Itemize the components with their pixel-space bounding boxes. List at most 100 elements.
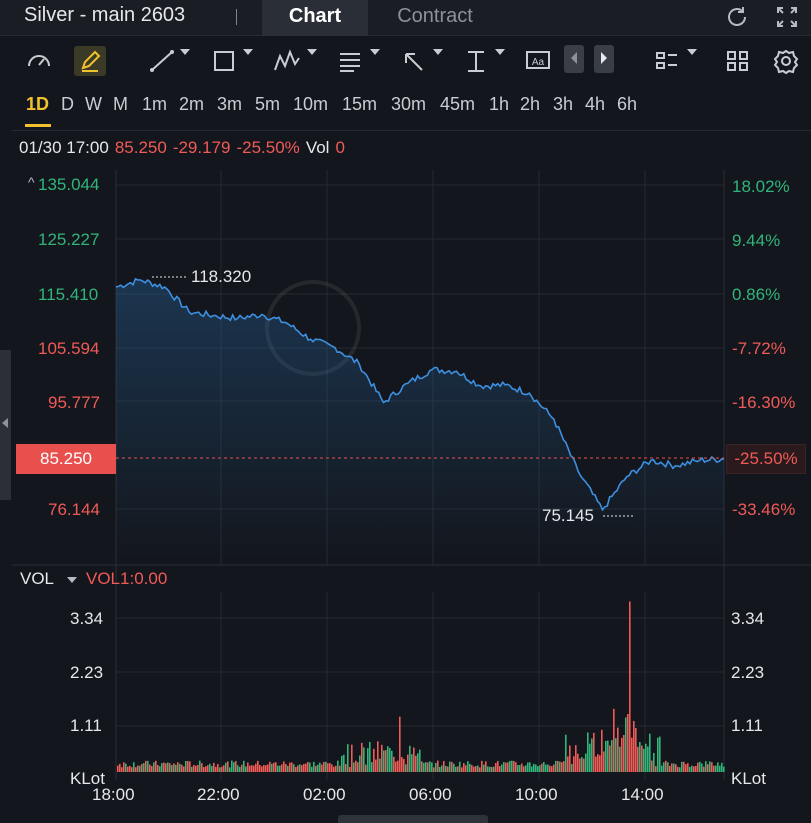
volume-bar [399,716,401,772]
volume-bar [667,762,669,772]
fullscreen-icon[interactable] [774,4,800,30]
volume-bar [639,741,641,772]
volume-bar [267,764,269,772]
page-title: Silver - main 2603 [24,4,186,26]
volume-bar [243,760,245,772]
chevron-down-icon[interactable] [180,49,190,55]
tab-chart[interactable]: Chart [262,0,368,36]
next-button[interactable] [594,45,614,73]
volume-bar [135,767,137,772]
volume-bar [557,760,559,772]
volume-bar [613,708,615,772]
refresh-icon[interactable] [724,4,750,30]
prev-button[interactable] [564,45,584,73]
volume-bar [433,767,435,772]
period-3m[interactable]: 3m [217,94,243,114]
gauge-icon[interactable] [24,46,54,76]
period-5m[interactable]: 5m [255,94,281,114]
measure-icon[interactable] [462,46,490,76]
info-change: -29.179 [172,138,231,157]
volume-bar [253,765,255,772]
volume-bar [327,763,329,772]
side-panel-toggle[interactable] [0,350,11,500]
volume-bar [259,764,261,772]
volume-bar [161,763,163,772]
draw-mode-icon[interactable] [74,46,106,76]
chevron-down-icon[interactable] [370,49,380,55]
period-45m[interactable]: 45m [440,94,476,114]
volume-bar [561,762,563,772]
volume-bar [387,746,389,772]
volume-bar [631,737,633,772]
time-axis-label: 06:00 [409,785,452,804]
scroll-handle[interactable] [338,815,488,823]
volume-bar [383,750,385,772]
volume-bar [167,762,169,772]
arrow-icon[interactable] [400,46,428,76]
volume-bar [425,762,427,772]
volume-bar [435,762,437,772]
volume-bar [231,760,233,772]
period-4h[interactable]: 4h [585,94,606,114]
volume-bar [299,764,301,772]
axis-right-label: -7.72% [732,339,786,358]
axis-right-label: 9.44% [732,231,781,250]
volume-bar [443,761,445,772]
volume-bar [451,761,453,772]
chevron-down-icon[interactable] [67,577,77,583]
volume-bar [309,762,311,772]
vol-axis-right-label: 1.11 [731,716,763,735]
period-1d[interactable]: 1D [26,94,50,114]
period-2h[interactable]: 2h [520,94,541,114]
chevron-down-icon[interactable] [687,49,697,55]
volume-bar [671,763,673,772]
chevron-down-icon[interactable] [307,49,317,55]
trend-line-icon[interactable] [148,46,176,76]
volume-title[interactable]: VOL [20,569,55,588]
volume-bar [271,763,273,772]
period-m[interactable]: M [113,94,128,114]
period-d[interactable]: D [61,94,74,114]
fib-icon[interactable] [336,46,364,76]
period-1m[interactable]: 1m [142,94,168,114]
period-10m[interactable]: 10m [293,94,329,114]
tab-contract[interactable]: Contract [397,5,473,27]
volume-bar [345,763,347,772]
volume-bar [361,742,363,772]
rectangle-icon[interactable] [210,46,238,76]
period-2m[interactable]: 2m [179,94,205,114]
period-15m[interactable]: 15m [342,94,378,114]
chevron-down-icon[interactable] [243,49,253,55]
text-annotation-icon[interactable]: Aa [524,46,552,76]
volume-bar [469,763,471,772]
volume-bar [661,765,663,772]
layout-list-icon[interactable] [654,46,680,76]
volume-bar [189,761,191,772]
collapse-caret-icon[interactable]: ^ [28,174,35,190]
volume-bar [407,754,409,772]
volume-bar [359,755,361,772]
volume-bar [351,744,353,772]
volume-bar [367,748,369,772]
volume-bar [255,763,257,772]
period-1h[interactable]: 1h [489,94,510,114]
period-6h[interactable]: 6h [617,94,638,114]
volume-bar [649,733,651,772]
volume-bar [313,761,315,772]
volume-bar [197,764,199,772]
volume-bar [549,765,551,772]
chevron-down-icon[interactable] [495,49,505,55]
chevron-down-icon[interactable] [433,49,443,55]
period-w[interactable]: W [85,94,102,114]
volume-bar [203,767,205,772]
volume-indicator: VOL1:0.00 [86,569,168,588]
settings-icon[interactable] [772,46,800,76]
period-30m[interactable]: 30m [391,94,427,114]
grid-icon[interactable] [725,46,751,76]
volume-bar [593,732,595,772]
period-3h[interactable]: 3h [553,94,574,114]
volume-bar [429,761,431,772]
pattern-icon[interactable] [272,46,302,76]
